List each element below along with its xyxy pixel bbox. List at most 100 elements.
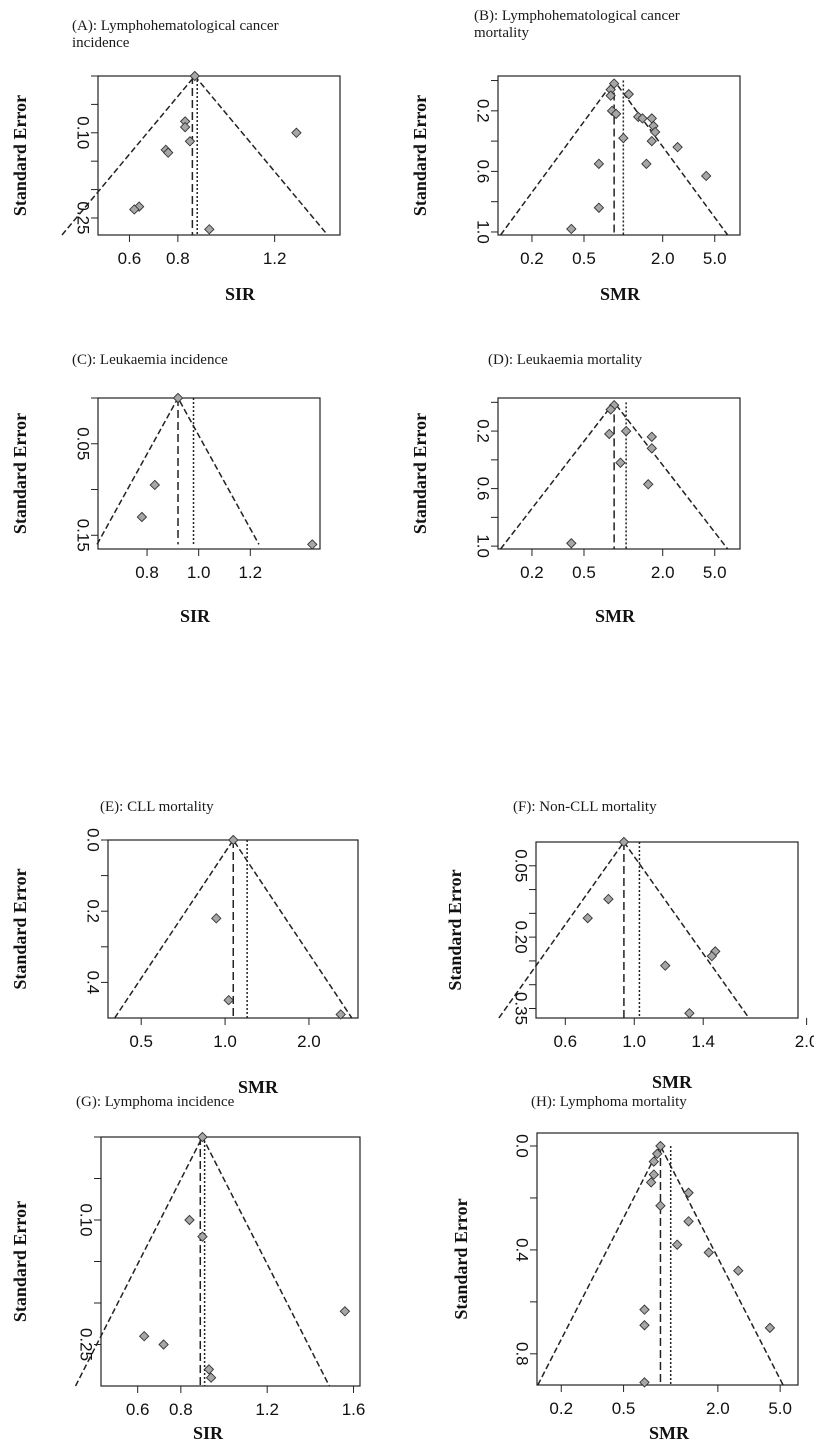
- study-point: [203, 1364, 215, 1375]
- y-axis-label: Standard Error: [445, 869, 465, 990]
- study-point: [683, 1216, 694, 1227]
- funnel-limits: [61, 74, 329, 236]
- study-point: [655, 1140, 666, 1152]
- plot-title-line: (F): Non-CLL mortality: [513, 799, 657, 815]
- x-tick-label: 0.2: [520, 249, 544, 268]
- x-axis-label: SMR: [238, 1077, 279, 1097]
- study-point: [671, 1239, 683, 1250]
- y-tick-label: 0.10: [77, 1203, 96, 1236]
- y-tick-label: 0.15: [74, 519, 93, 552]
- x-tick-label: 0.2: [520, 563, 544, 582]
- plot-title-line: (D): Leukaemia mortality: [488, 352, 643, 368]
- plot-title-line: (E): CLL mortality: [100, 799, 214, 815]
- x-tick-label: 0.6: [126, 1400, 150, 1419]
- funnel-limits: [114, 838, 353, 1019]
- study-point: [649, 126, 661, 138]
- plot-title: (F): Non-CLL mortality: [513, 799, 657, 815]
- study-point: [307, 539, 318, 550]
- study-point: [149, 479, 161, 491]
- y-tick-label: 0.2: [474, 419, 493, 443]
- plot-frame: [97, 75, 341, 236]
- y-axis-label: Standard Error: [10, 868, 30, 989]
- y-tick-label: 0.35: [512, 992, 531, 1025]
- plot-title: (D): Leukaemia mortality: [488, 352, 643, 368]
- x-tick-label: 5.0: [768, 1399, 792, 1418]
- plot-frame: [536, 1132, 799, 1386]
- funnel-limits: [74, 1135, 331, 1387]
- x-axis-label: SIR: [180, 606, 211, 626]
- funnel-plot-A: (A): Lymphohematological cancer incidence…: [10, 18, 341, 304]
- x-tick-label: 2.0: [297, 1032, 321, 1051]
- study-point: [648, 1156, 660, 1167]
- study-point: [672, 141, 683, 153]
- y-tick-label: 1.0: [474, 220, 493, 244]
- funnel-plot-G: (G): Lymphoma incidence 0.6 0.8 1.2 1.6 0.10 0…: [10, 1094, 365, 1443]
- study-point: [184, 1214, 195, 1226]
- y-tick-label: 0.4: [513, 1238, 532, 1262]
- x-tick-label: 2.0: [706, 1399, 730, 1418]
- y-tick-label: 0.05: [512, 849, 531, 882]
- x-tick-label: 5.0: [703, 249, 727, 268]
- study-point: [204, 224, 215, 235]
- y-tick-label: 0.0: [513, 1134, 532, 1158]
- study-point: [593, 202, 605, 213]
- study-point: [566, 538, 577, 549]
- x-tick-label: 0.6: [553, 1032, 577, 1051]
- y-axis-label: Standard Error: [451, 1198, 471, 1319]
- x-tick-label: 1.4: [691, 1032, 715, 1051]
- study-point: [639, 1304, 650, 1315]
- study-point: [618, 836, 630, 848]
- study-point: [158, 1339, 169, 1350]
- plot-frame: [535, 841, 799, 1019]
- funnel-plot-B: (B): Lymphohematological cancer mortality…: [410, 8, 741, 304]
- x-tick-label: 1.0: [622, 1032, 646, 1051]
- study-point: [703, 1247, 715, 1258]
- study-point: [228, 834, 239, 846]
- x-tick-label: 1.2: [255, 1400, 279, 1419]
- funnel-limits: [537, 1144, 784, 1386]
- funnel-plot-F: (F): Non-CLL mortality 0.6 1.0 1.4 2.0 0.05 0.…: [445, 799, 814, 1092]
- study-point: [605, 404, 616, 415]
- y-tick-label: 0.6: [474, 160, 493, 184]
- x-tick-label: 1.6: [342, 1400, 366, 1419]
- y-tick-label: 0.10: [74, 116, 93, 149]
- x-tick-label: 1.0: [187, 563, 211, 582]
- study-point: [706, 950, 718, 962]
- plot-frame: [497, 75, 741, 236]
- study-point: [639, 1377, 650, 1388]
- plot-title: (E): CLL mortality: [100, 799, 214, 815]
- study-point: [643, 479, 654, 490]
- plot-title: (G): Lymphoma incidence: [76, 1094, 235, 1110]
- plot-title-line: (A): Lymphohematological cancer: [72, 18, 279, 34]
- x-tick-label: 0.8: [166, 249, 190, 268]
- y-axis-label: Standard Error: [10, 413, 30, 534]
- x-tick-label: 2.0: [795, 1032, 814, 1051]
- study-point: [733, 1265, 744, 1276]
- plot-title: (A): Lymphohematological cancer incidence: [72, 18, 279, 51]
- study-point: [646, 113, 658, 124]
- study-point: [291, 127, 302, 139]
- study-point: [615, 457, 626, 468]
- y-tick-label: 0.2: [84, 899, 103, 923]
- study-point: [223, 994, 234, 1006]
- study-point: [639, 1320, 650, 1331]
- study-point: [648, 1169, 660, 1180]
- study-point: [764, 1322, 776, 1334]
- study-point: [205, 1372, 217, 1383]
- y-tick-label: 0.25: [74, 201, 93, 234]
- x-axis-label: SMR: [595, 606, 636, 626]
- x-axis-label: SMR: [600, 284, 641, 304]
- x-tick-label: 0.8: [135, 563, 159, 582]
- x-axis-label: SMR: [652, 1072, 693, 1092]
- study-point: [593, 158, 605, 170]
- y-tick-label: 0.8: [513, 1342, 532, 1366]
- x-axis-label: SIR: [193, 1423, 224, 1443]
- study-point: [136, 511, 148, 523]
- funnel-plot-H: (H): Lymphoma mortality 0.2 0.5 2.0 5.0 0.0 0.…: [451, 1094, 799, 1443]
- plot-title-line: (H): Lymphoma mortality: [531, 1094, 687, 1110]
- funnel-plot-E: (E): CLL mortality 0.5 1.0 2.0 0.0 0.2 0.4 SMR S…: [10, 799, 359, 1097]
- x-tick-label: 2.0: [651, 249, 675, 268]
- plot-title: (B): Lymphohematological cancer mortality: [474, 8, 680, 41]
- study-point: [189, 70, 201, 82]
